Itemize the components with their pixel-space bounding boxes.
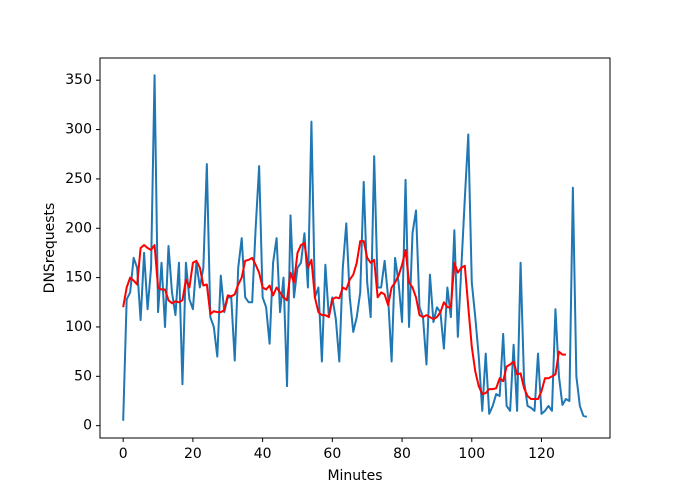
x-tick-label: 120 [528, 446, 555, 462]
y-tick-label: 0 [83, 418, 92, 434]
y-tick-label: 350 [65, 72, 92, 88]
y-axis-label: DNSrequests [42, 203, 58, 294]
y-tick-label: 150 [65, 270, 92, 286]
x-tick-label: 40 [254, 446, 272, 462]
x-tick-label: 80 [393, 446, 411, 462]
x-axis-label: Minutes [327, 468, 382, 484]
x-tick-label: 100 [458, 446, 485, 462]
y-tick-label: 200 [65, 220, 92, 236]
series-line [122, 74, 588, 421]
x-tick-label: 0 [119, 446, 128, 462]
y-tick-label: 50 [74, 368, 92, 384]
series-line [122, 240, 566, 401]
plot-frame [99, 57, 611, 439]
x-tick-label: 60 [323, 446, 341, 462]
x-tick-label: 20 [184, 446, 202, 462]
y-tick-label: 100 [65, 319, 92, 335]
y-tick-label: 250 [65, 171, 92, 187]
y-tick-label: 300 [65, 122, 92, 138]
